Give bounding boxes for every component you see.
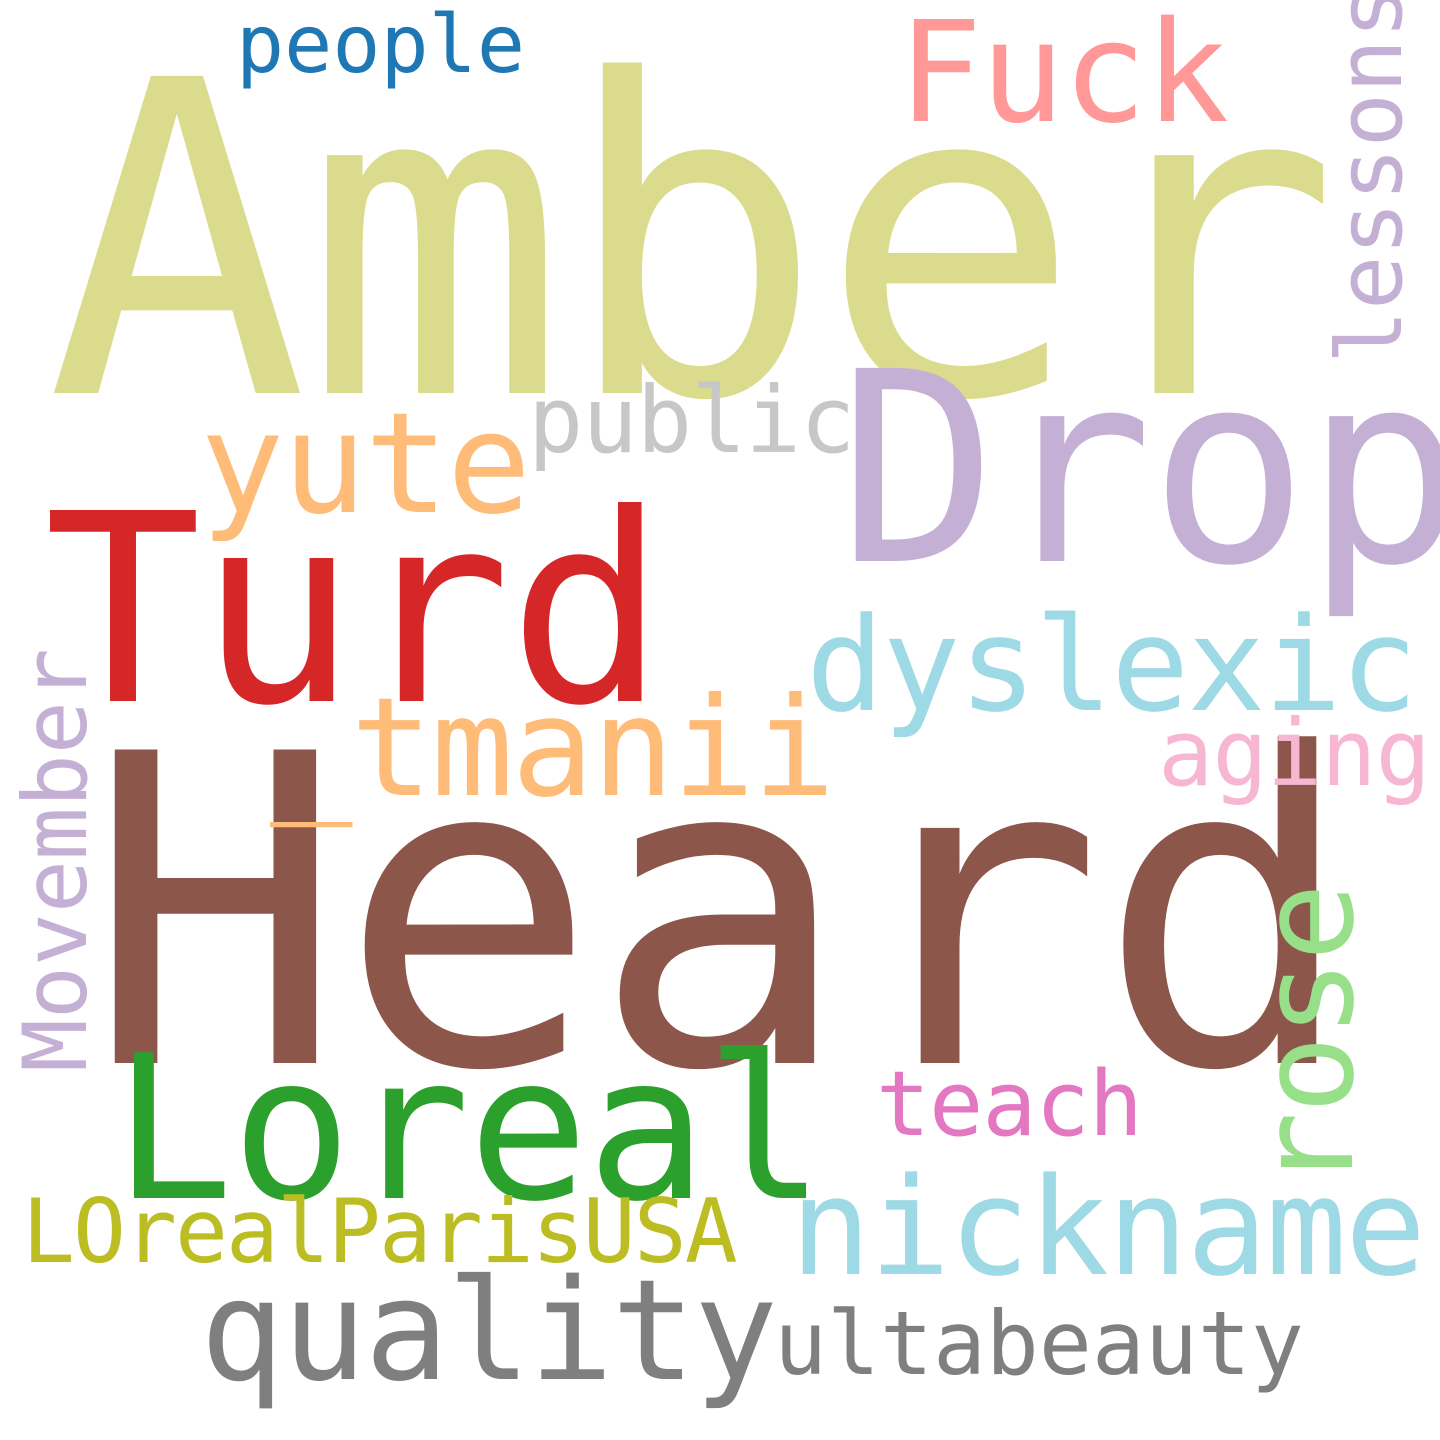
word-teach: teach [876,1052,1143,1157]
word-public: public [528,367,855,474]
word-amber: Amber [46,0,1339,496]
word-ultabeauty: ultabeauty [774,1292,1304,1395]
word-heard: Heard [86,665,1356,1165]
word-tmanii: _tmanii [270,669,835,828]
word-yute: yute [200,383,531,546]
word-quality: quality [200,1250,778,1413]
word-aging: aging [1158,700,1431,807]
word-fuck: Fuck [898,0,1229,155]
word-movember: Movember [4,648,107,1072]
word-people: people [236,0,525,91]
word-loreal: Loreal [113,1013,825,1246]
word-lorealparisusa: LOrealParisUSA [22,1180,738,1283]
word-rose: rose [1231,884,1383,1190]
word-dyslexic: dyslexic [806,589,1418,741]
word-turd: Turd [44,458,666,763]
word-lessons: lessons [1318,0,1423,364]
word-drop: Drop [838,316,1440,624]
word-nickname: nickname [790,1149,1426,1306]
